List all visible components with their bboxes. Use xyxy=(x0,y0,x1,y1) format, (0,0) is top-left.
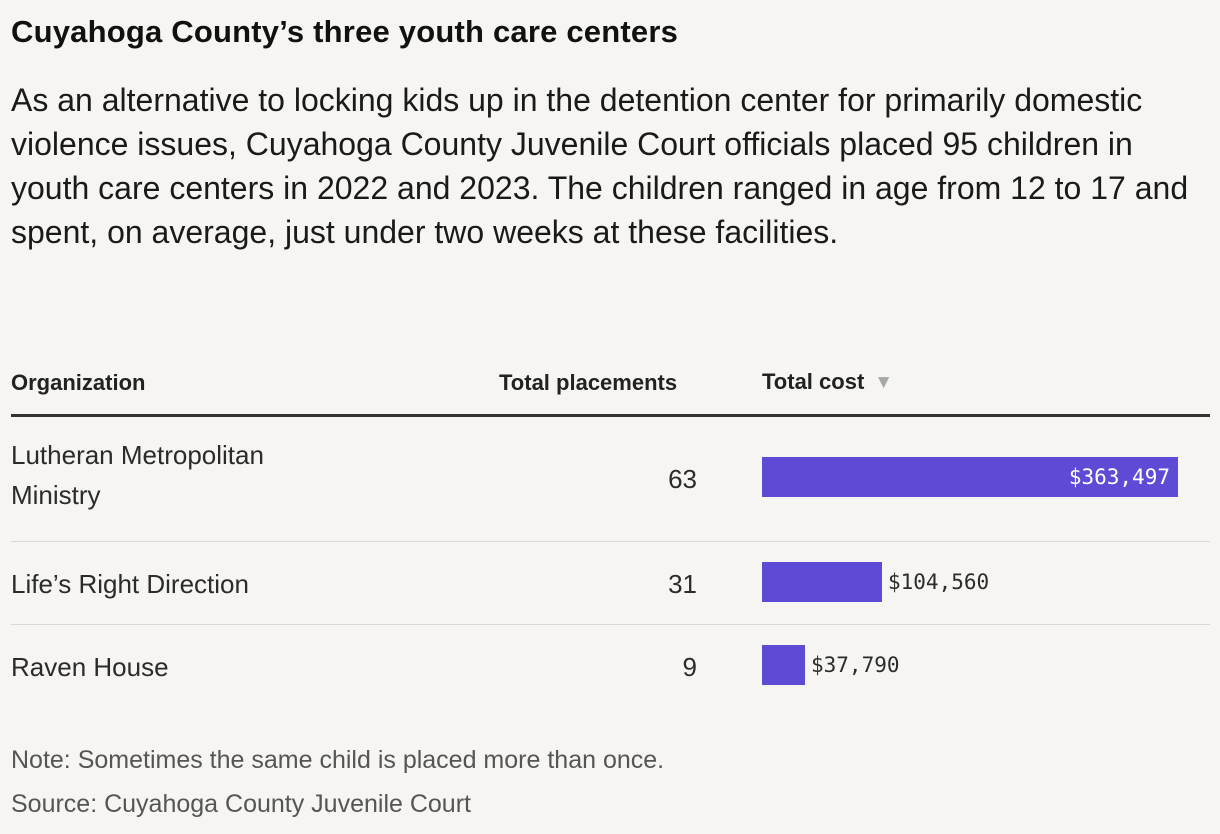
cost-cell: $363,497 xyxy=(762,457,1210,497)
table-row: Life’s Right Direction 31 $104,560 xyxy=(11,542,1210,625)
chart-source: Source: Cuyahoga County Juvenile Court xyxy=(11,790,471,818)
table-header: Organization Total placements Total cost… xyxy=(11,360,1210,417)
cost-table: Organization Total placements Total cost… xyxy=(11,360,1210,707)
chart-note: Note: Sometimes the same child is placed… xyxy=(11,746,665,774)
column-header-organization[interactable]: Organization xyxy=(11,370,146,395)
chart-title: Cuyahoga County’s three youth care cente… xyxy=(11,14,679,49)
column-header-cost[interactable]: Total cost ▼ xyxy=(762,369,893,395)
organization-cell: Raven House xyxy=(11,652,169,682)
column-header-placements[interactable]: Total placements xyxy=(499,370,678,395)
column-header-cost-label: Total cost xyxy=(762,369,865,394)
cost-bar xyxy=(762,645,805,685)
organization-cell: Life’s Right Direction xyxy=(11,569,249,599)
chart-subtitle: As an alternative to locking kids up in … xyxy=(11,82,1189,250)
cost-bar-label: $363,497 xyxy=(1068,465,1170,489)
placements-cell: 63 xyxy=(668,464,697,494)
table-row: Raven House 9 $37,790 xyxy=(11,625,1210,707)
table-body: Lutheran Metropolitan Ministry 63 $363,497… xyxy=(11,417,1210,707)
cost-cell: $37,790 xyxy=(762,645,1210,685)
cost-bar xyxy=(762,457,1178,497)
cost-bar-label: $104,560 xyxy=(888,570,990,594)
cost-cell: $104,560 xyxy=(762,562,1210,602)
organization-cell: Lutheran Metropolitan Ministry xyxy=(11,440,264,510)
cost-bar-label: $37,790 xyxy=(811,653,900,677)
placements-cell: 31 xyxy=(668,569,697,599)
cost-bar xyxy=(762,562,882,602)
sort-down-icon[interactable]: ▼ xyxy=(874,372,894,393)
table-row: Lutheran Metropolitan Ministry 63 $363,497 xyxy=(11,417,1210,542)
placements-cell: 9 xyxy=(682,652,697,682)
